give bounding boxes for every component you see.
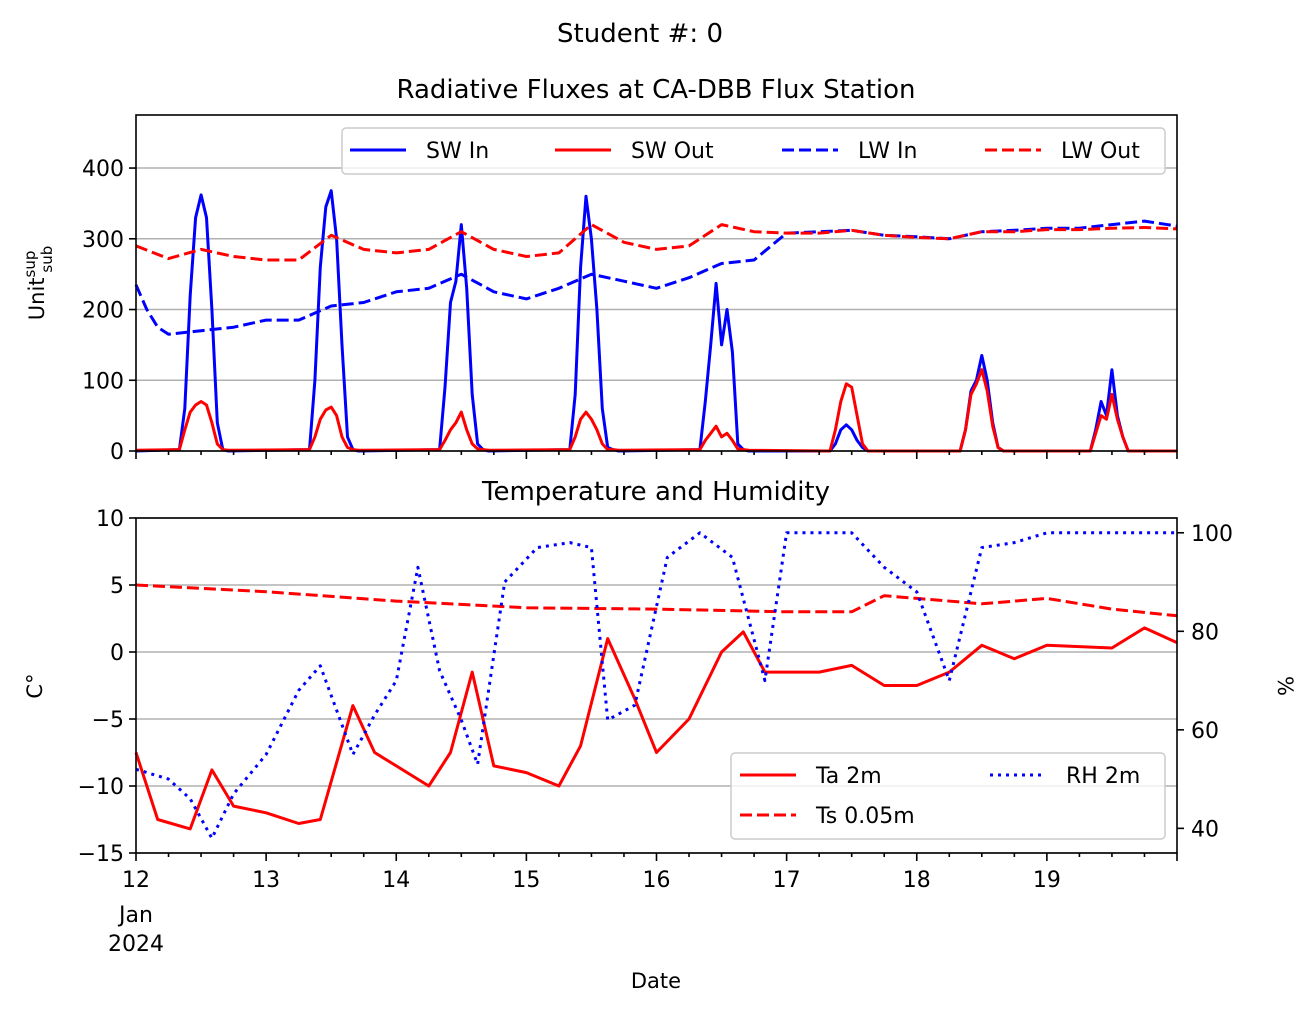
series-line-lw-out (135, 223, 1178, 262)
legend-label: Ta 2m (815, 764, 882, 789)
bottom-y-axis-title-left: C° (23, 673, 47, 698)
legend-label: LW In (858, 139, 917, 164)
top-y-axis-title-sup: sup (21, 251, 39, 278)
bottom-x-axis-title: Date (631, 969, 681, 993)
legend-label: LW Out (1061, 139, 1140, 164)
top-legend: SW In SW Out LW In LW Out (341, 127, 1166, 175)
x-tick-sublabel-month: Jan (117, 903, 153, 928)
x-tick-label: 18 (903, 868, 931, 893)
figure-suptitle: Student #: 0 (557, 19, 723, 49)
bottom-legend: Ta 2m Ts 0.05m RH 2m (730, 752, 1166, 840)
top-panel-title: Radiative Fluxes at CA-DBB Flux Station (396, 75, 915, 105)
y-tick-label: 0 (110, 440, 124, 465)
top-series-group (134, 189, 1178, 453)
x-tick-label: 12 (122, 868, 150, 893)
top-y-axis-title-sub: sub (38, 246, 56, 273)
y-tick-label: 100 (82, 369, 124, 394)
legend-label: SW Out (631, 139, 714, 164)
y-tick-label: 0 (110, 641, 124, 666)
y-tick-label: 5 (110, 574, 124, 599)
y-tick-label-right: 60 (1191, 719, 1219, 744)
y-tick-label-right: 80 (1191, 620, 1219, 645)
y-tick-label-right: 100 (1191, 522, 1233, 547)
top-x-ticks (135, 451, 1178, 459)
x-tick-sublabel-year: 2024 (108, 932, 164, 957)
top-gridlines (136, 167, 1177, 452)
bottom-series-group (134, 531, 1178, 840)
bottom-y-axis-title-right: % (1273, 676, 1297, 696)
temperature-humidity-panel: Temperature and Humidity −15 −10 −5 0 5 10 40… (23, 477, 1297, 993)
x-tick-label: 14 (382, 868, 410, 893)
x-tick-label: 13 (252, 868, 280, 893)
y-tick-label: 10 (96, 507, 124, 532)
series-line-ts-0-05m (135, 583, 1178, 618)
x-tick-label: 19 (1033, 868, 1061, 893)
legend-label: Ts 0.05m (815, 804, 915, 829)
top-legend-box (341, 127, 1166, 175)
y-tick-label: 200 (82, 299, 124, 324)
series-line-ta-2m (134, 626, 1178, 831)
legend-label: RH 2m (1066, 764, 1140, 789)
radiative-fluxes-panel: Radiative Fluxes at CA-DBB Flux Station … (21, 75, 1178, 465)
bottom-legend-box (730, 752, 1166, 840)
x-tick-label: 16 (643, 868, 671, 893)
bottom-x-ticks: 12 13 14 15 16 17 18 19 (122, 853, 1178, 893)
legend-label: SW In (426, 139, 489, 164)
y-tick-label: −10 (78, 775, 124, 800)
bottom-panel-title: Temperature and Humidity (481, 477, 830, 507)
y-tick-label: −15 (78, 842, 124, 867)
y-tick-label: 300 (82, 228, 124, 253)
y-tick-label: 400 (82, 157, 124, 182)
x-tick-label: 17 (773, 868, 801, 893)
x-tick-label: 15 (512, 868, 540, 893)
top-y-ticks: 0 100 200 300 400 (82, 157, 136, 465)
series-line-sw-out (135, 368, 1177, 453)
series-line-sw-in (135, 189, 1177, 453)
top-y-axis-title: Unitsupsub (21, 246, 56, 320)
bottom-y-ticks-right: 40 60 80 100 (1177, 522, 1233, 842)
bottom-y-ticks-left: −15 −10 −5 0 5 10 (78, 507, 136, 867)
y-tick-label: −5 (92, 708, 124, 733)
y-tick-label-right: 40 (1191, 817, 1219, 842)
